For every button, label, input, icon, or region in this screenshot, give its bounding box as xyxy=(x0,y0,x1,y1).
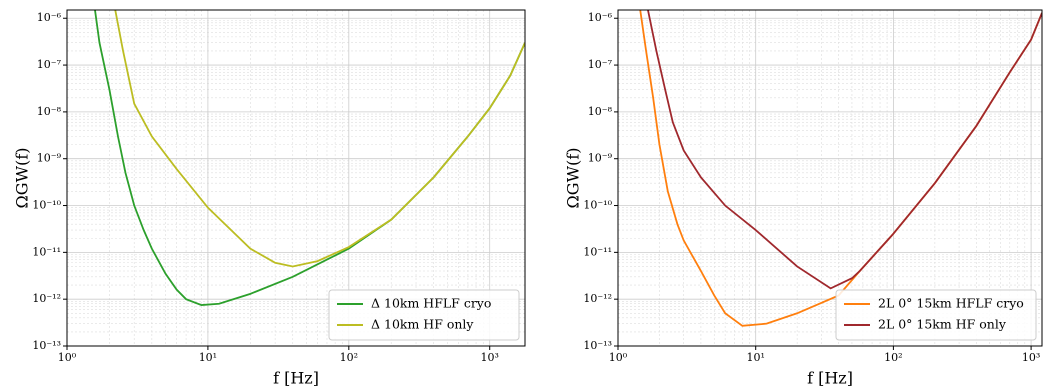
x-tick-label: 10³ xyxy=(481,351,499,364)
x-tick-label: 10³ xyxy=(1022,351,1040,364)
x-axis-label: f [Hz] xyxy=(273,369,319,388)
y-tick-label: 10⁻⁸ xyxy=(37,105,62,118)
series-line xyxy=(639,10,1042,327)
legend-box xyxy=(835,289,1037,341)
legend-box xyxy=(328,289,520,341)
y-axis-label: ΩGW(f) xyxy=(564,148,583,209)
x-tick-label: 10² xyxy=(884,351,902,364)
y-tick-label: 10⁻¹³ xyxy=(32,339,61,352)
y-tick-label: 10⁻⁹ xyxy=(588,152,613,165)
series-line xyxy=(94,10,525,306)
series-line xyxy=(114,10,525,268)
x-axis-label: f [Hz] xyxy=(807,369,853,388)
series-line xyxy=(647,10,1042,290)
y-tick-label: 10⁻⁷ xyxy=(588,58,613,71)
y-tick-label: 10⁻⁹ xyxy=(37,152,62,165)
x-tick-label: 10¹ xyxy=(746,351,764,364)
y-tick-label: 10⁻⁷ xyxy=(37,58,62,71)
y-tick-label: 10⁻⁶ xyxy=(37,11,62,24)
y-tick-label: 10⁻⁶ xyxy=(588,11,613,24)
plot-lines xyxy=(639,10,1042,327)
x-tick-label: 10² xyxy=(340,351,358,364)
plot-lines xyxy=(94,10,525,306)
x-tick-label: 10⁰ xyxy=(58,351,77,364)
y-tick-label: 10⁻¹³ xyxy=(583,339,612,352)
plot-frame xyxy=(66,9,526,347)
y-tick-label: 10⁻¹⁰ xyxy=(32,199,61,212)
y-tick-label: 10⁻¹² xyxy=(32,292,61,305)
y-tick-label: 10⁻¹² xyxy=(583,292,612,305)
legend-label: 2L 0° 15km HF only xyxy=(878,317,1007,332)
y-tick-label: 10⁻¹¹ xyxy=(32,245,61,258)
y-tick-label: 10⁻⁸ xyxy=(588,105,613,118)
y-tick-label: 10⁻¹¹ xyxy=(583,245,612,258)
y-axis-label: ΩGW(f) xyxy=(13,148,32,209)
legend-label: Δ 10km HF only xyxy=(371,317,474,332)
x-tick-label: 10⁰ xyxy=(609,351,628,364)
plot-frame xyxy=(617,9,1043,347)
y-tick-label: 10⁻¹⁰ xyxy=(583,199,612,212)
legend-label: 2L 0° 15km HFLF cryo xyxy=(878,296,1024,311)
legend-label: Δ 10km HFLF cryo xyxy=(371,296,491,311)
x-tick-label: 10¹ xyxy=(199,351,217,364)
